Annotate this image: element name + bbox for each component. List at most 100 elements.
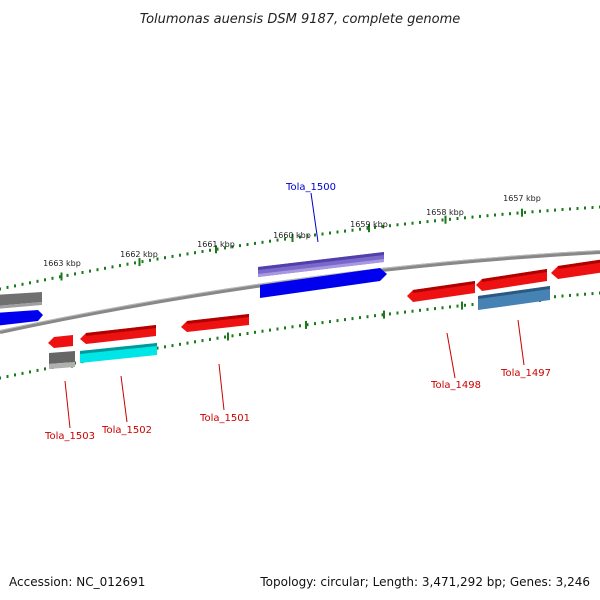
minor-tick [119, 264, 121, 268]
minor-tick [284, 326, 286, 330]
minor-tick [456, 217, 459, 220]
minor-tick [171, 344, 174, 348]
minor-tick [584, 206, 586, 210]
minor-tick [486, 214, 489, 218]
kbp-label: 1657 kbp [503, 194, 541, 203]
minor-tick [516, 211, 519, 215]
minor-tick [156, 346, 159, 350]
minor-tick [336, 230, 339, 234]
minor-tick [186, 341, 189, 345]
minor-tick [261, 240, 264, 244]
minor-tick [96, 268, 99, 272]
feature-tola-1502-red-top [86, 325, 156, 336]
minor-tick [231, 334, 234, 338]
minor-tick [261, 329, 264, 333]
feature-left-edge-gray [0, 292, 42, 306]
minor-tick [306, 234, 309, 238]
minor-tick [389, 224, 391, 228]
map-title: Tolumonas auensis DSM 9187, complete gen… [140, 12, 461, 27]
minor-tick [366, 315, 369, 319]
gene-label-tola-1501: Tola_1501 [199, 413, 250, 424]
minor-tick [426, 220, 429, 224]
minor-tick [269, 328, 271, 332]
feature-tola-1497-steel [478, 286, 550, 310]
feature-left-edge-blue [0, 310, 43, 326]
minor-tick [366, 226, 369, 230]
minor-tick [36, 368, 39, 372]
minor-tick [494, 213, 496, 217]
minor-tick [299, 324, 301, 328]
feature-tola-1497-red-top [482, 269, 547, 282]
feature-tola-1501-red-top [187, 314, 249, 324]
major-tick [305, 320, 307, 329]
gene-label-tola-1497: Tola_1497 [500, 368, 551, 379]
minor-tick [471, 215, 474, 219]
minor-tick [216, 336, 219, 340]
minor-tick [6, 285, 9, 289]
feature-tola-1500-purple-bottom [258, 259, 384, 277]
major-tick [368, 224, 370, 233]
minor-tick [419, 220, 421, 224]
minor-tick [21, 282, 24, 286]
leader-tola-1497 [517, 319, 525, 366]
leader-tola-1503 [64, 380, 71, 429]
minor-tick [411, 221, 414, 225]
kbp-label: 1658 kbp [426, 208, 464, 217]
minor-tick [531, 210, 534, 214]
minor-tick [449, 217, 451, 221]
minor-tick [314, 233, 316, 237]
minor-tick [591, 206, 594, 209]
minor-tick [359, 316, 361, 320]
minor-tick [231, 245, 234, 249]
gene-label-tola-1502: Tola_1502 [101, 425, 152, 436]
minor-tick [509, 212, 511, 216]
minor-tick [351, 317, 354, 321]
minor-tick [569, 293, 571, 297]
minor-tick [239, 244, 241, 248]
minor-tick [51, 276, 54, 280]
minor-tick [194, 340, 196, 344]
feature-tola-1502-cyan-top [80, 343, 157, 354]
leader-tola-1500 [310, 192, 319, 243]
minor-tick [381, 225, 384, 229]
minor-tick [29, 370, 31, 374]
minor-tick [396, 311, 399, 315]
minor-tick [89, 269, 91, 273]
minor-tick [254, 330, 256, 334]
minor-tick [321, 232, 324, 236]
minor-tick [14, 284, 16, 288]
minor-tick [359, 227, 361, 231]
minor-tick [239, 333, 241, 337]
minor-tick [276, 238, 279, 242]
minor-tick [299, 235, 301, 239]
minor-tick [66, 273, 69, 277]
minor-tick [246, 243, 249, 246]
minor-tick [329, 320, 331, 324]
minor-tick [29, 281, 31, 285]
minor-tick [171, 254, 174, 258]
minor-tick [126, 262, 129, 266]
minor-tick [441, 306, 444, 310]
minor-tick [434, 219, 436, 223]
minor-tick [434, 307, 436, 311]
minor-tick [81, 271, 84, 274]
minor-tick [209, 248, 211, 252]
minor-tick [186, 252, 189, 256]
minor-tick [554, 295, 556, 299]
minor-tick [336, 319, 339, 323]
minor-tick [209, 337, 211, 341]
kbp-label: 1663 kbp [43, 259, 81, 268]
minor-tick [381, 313, 384, 317]
accession-text: Accession: NC_012691 [9, 575, 145, 589]
minor-tick [224, 335, 226, 339]
minor-tick [396, 223, 399, 227]
topology-text: Topology: circular; Length: 3,471,292 bp… [259, 575, 590, 589]
minor-tick [576, 293, 579, 297]
feature-tola-1497-steel-top [478, 286, 550, 299]
minor-tick [561, 294, 564, 298]
major-tick [444, 215, 447, 224]
minor-tick [201, 250, 204, 253]
gene-features [0, 252, 600, 369]
minor-tick [561, 208, 564, 211]
